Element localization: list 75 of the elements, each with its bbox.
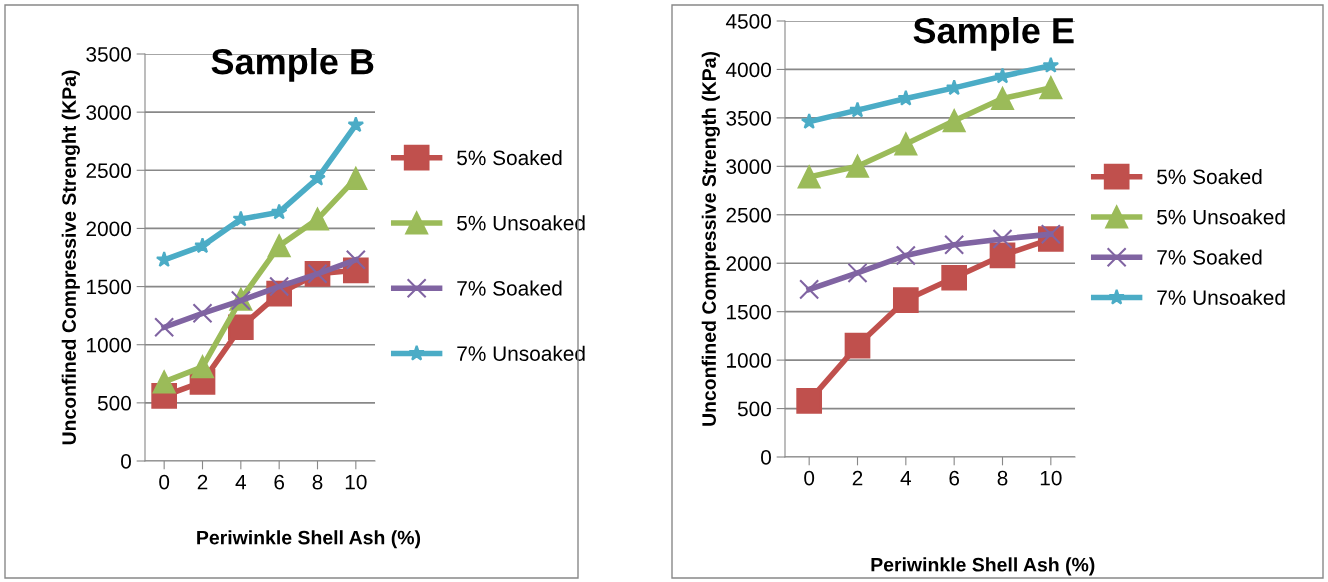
x-tick-label: 8	[997, 470, 1008, 486]
point	[1039, 76, 1063, 100]
point	[797, 165, 821, 189]
y-tick-label: 1000	[87, 337, 131, 353]
point	[345, 249, 366, 270]
y-tick-label: 3500	[726, 110, 771, 126]
chart-title: Sample B	[211, 47, 374, 82]
x-tick-label: 4	[900, 470, 912, 486]
y-tick-label: 2500	[726, 207, 771, 223]
x-tick-label: 4	[235, 474, 247, 490]
point	[796, 387, 823, 414]
point	[191, 355, 214, 379]
point	[944, 234, 965, 255]
x-tick-label: 6	[274, 474, 285, 490]
legend-label: 5% Unsoaked	[1157, 209, 1285, 225]
x-axis-title: Periwinkle Shell Ash (%)	[197, 530, 421, 549]
point	[894, 132, 918, 156]
point	[892, 287, 919, 313]
y-tick-label: 500	[97, 395, 131, 411]
x-tick-label: 2	[197, 474, 208, 490]
x-tick-label: 0	[804, 470, 815, 486]
point	[989, 242, 1016, 269]
y-tick-label: 3500	[86, 47, 131, 62]
legend-label: 7% Unsoaked	[457, 345, 585, 361]
legend-label: 7% Unsoaked	[1157, 289, 1285, 305]
point	[154, 317, 175, 338]
point	[846, 154, 869, 178]
x-tick-label: 10	[345, 474, 367, 490]
y-tick-label: 1000	[727, 353, 771, 368]
chart-title: Sample E	[913, 17, 1074, 51]
legend-label: 5% Soaked	[1157, 168, 1262, 185]
y-tick-label: 3000	[86, 105, 131, 120]
point	[152, 370, 176, 394]
y-tick-label: 4500	[725, 14, 771, 29]
legend-label: 5% Soaked	[457, 149, 562, 166]
point	[309, 169, 326, 186]
y-tick-label: 4000	[725, 62, 771, 78]
legend-label: 5% Unsoaked	[457, 215, 585, 231]
x-tick-label: 6	[949, 470, 960, 486]
legend-label: 7% Soaked	[457, 280, 562, 296]
y-tick-label: 500	[737, 401, 771, 417]
y-tick-label: 2000	[86, 221, 131, 237]
point	[992, 228, 1013, 250]
x-axis-title: Periwinkle Shell Ash (%)	[871, 557, 1095, 576]
x-tick-label: 2	[852, 470, 863, 486]
point	[344, 166, 368, 190]
point	[227, 314, 254, 341]
point	[270, 203, 288, 220]
point	[306, 207, 329, 231]
x-tick-label: 8	[312, 474, 323, 490]
point	[347, 116, 365, 133]
y-tick-label: 3000	[726, 159, 771, 175]
point	[991, 87, 1014, 110]
y-tick-label: 2000	[726, 256, 771, 271]
point	[895, 245, 916, 266]
y-tick-label: 0	[121, 454, 131, 469]
point	[942, 109, 966, 133]
y-tick-label: 1500	[87, 279, 131, 295]
point	[192, 303, 213, 324]
x-tick-label: 10	[1040, 470, 1062, 486]
y-tick-label: 1500	[727, 304, 771, 320]
point	[1042, 56, 1060, 73]
point	[844, 332, 871, 359]
x-tick-label: 0	[159, 474, 170, 490]
y-axis-title: Unconfined Compressive Strength (KPa)	[701, 51, 720, 426]
point	[267, 234, 291, 258]
y-axis-title: Unconfined Compressive Strenght (KPa)	[61, 70, 80, 445]
point	[941, 264, 968, 291]
y-tick-label: 2500	[86, 163, 131, 179]
y-tick-label: 0	[761, 450, 771, 465]
point	[194, 237, 211, 254]
point	[232, 210, 250, 227]
point	[847, 262, 868, 283]
legend-label: 7% Soaked	[1157, 249, 1262, 265]
point	[799, 279, 820, 300]
